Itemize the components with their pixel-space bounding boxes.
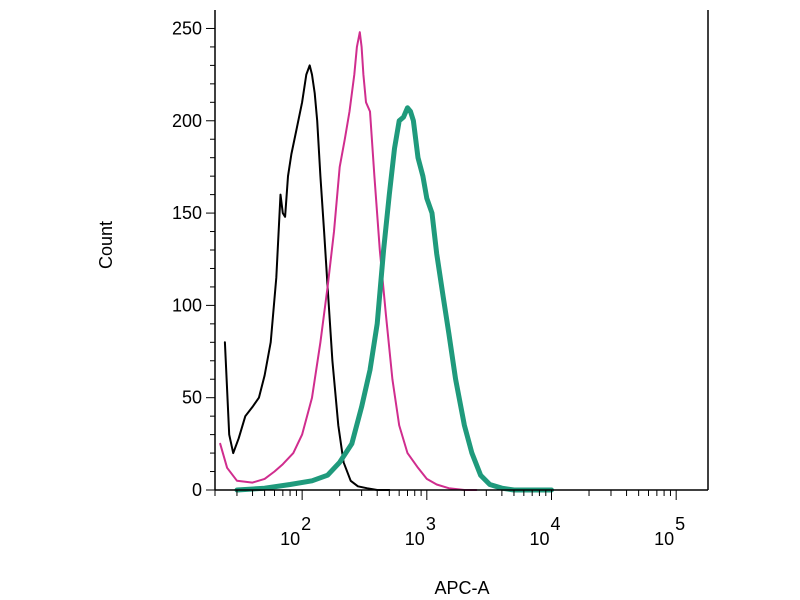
series-line-3	[234, 105, 554, 493]
y-tick-label: 250	[172, 18, 202, 38]
y-tick-label: 100	[172, 295, 202, 315]
x-tick-label-base: 10	[405, 529, 425, 549]
x-axis-title: APC-A	[434, 578, 489, 598]
series-line-1	[223, 64, 391, 491]
x-tick-label-exponent: 5	[675, 514, 685, 534]
y-axis-title: Count	[96, 221, 116, 269]
series-layer	[219, 31, 554, 493]
x-tick-label-exponent: 4	[550, 514, 560, 534]
x-tick-label-exponent: 2	[301, 514, 311, 534]
x-tick-label-base: 10	[280, 529, 300, 549]
y-tick-label: 200	[172, 111, 202, 131]
series-line-2	[219, 31, 478, 491]
x-tick-label-exponent: 3	[426, 514, 436, 534]
x-tick-label-base: 10	[654, 529, 674, 549]
axes-layer	[206, 10, 709, 500]
y-tick-label: 50	[182, 388, 202, 408]
y-tick-label: 150	[172, 203, 202, 223]
x-tick-label-base: 10	[529, 529, 549, 549]
y-tick-label: 0	[192, 480, 202, 500]
